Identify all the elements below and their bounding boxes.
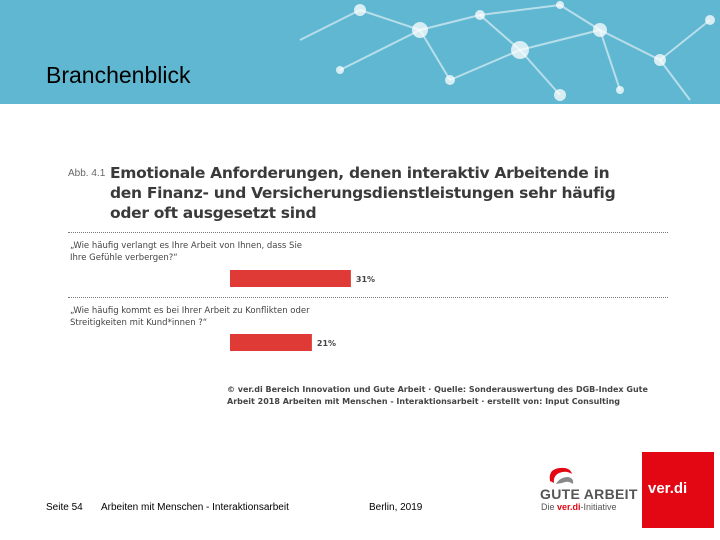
bar-chart: 31% 21%: [230, 270, 375, 351]
category-label: „Wie häufig kommt es bei Ihrer Arbeit zu…: [70, 306, 310, 328]
footer-topic: Arbeiten mit Menschen - Interaktionsarbe…: [101, 502, 289, 513]
header-banner: [0, 0, 720, 104]
bar-value-label: 21%: [317, 339, 336, 348]
footer-date: Berlin, 2019: [369, 502, 423, 513]
gute-arbeit-mark-icon: [549, 467, 574, 484]
network-decoration: [299, 1, 715, 101]
chart-figure: Abb. 4.1 Emotionale Anforderungen, denen…: [62, 155, 674, 410]
verdi-logo-text: ver.di: [648, 480, 688, 497]
footer-page-number: Seite 54: [46, 502, 83, 513]
divider-line: [68, 232, 668, 233]
chart-source: © ver.di Bereich Innovation und Gute Arb…: [227, 385, 648, 406]
gute-arbeit-subtitle: Die ver.di-Initiative: [541, 502, 617, 512]
category-label: „Wie häufig verlangt es Ihre Arbeit von …: [70, 241, 303, 263]
slide-title: Branchenblick: [46, 62, 191, 88]
gute-arbeit-title: GUTE ARBEIT: [540, 486, 638, 502]
verdi-logo: ver.di: [642, 452, 714, 528]
bar-value-label: 31%: [356, 275, 375, 284]
bar: [230, 270, 351, 287]
chart-title: Emotionale Anforderungen, denen interakt…: [110, 164, 616, 222]
gute-arbeit-logo: GUTE ARBEIT Die ver.di-Initiative: [538, 465, 638, 515]
bar: [230, 334, 312, 351]
figure-label: Abb. 4.1: [68, 168, 106, 179]
divider-line: [68, 297, 668, 298]
